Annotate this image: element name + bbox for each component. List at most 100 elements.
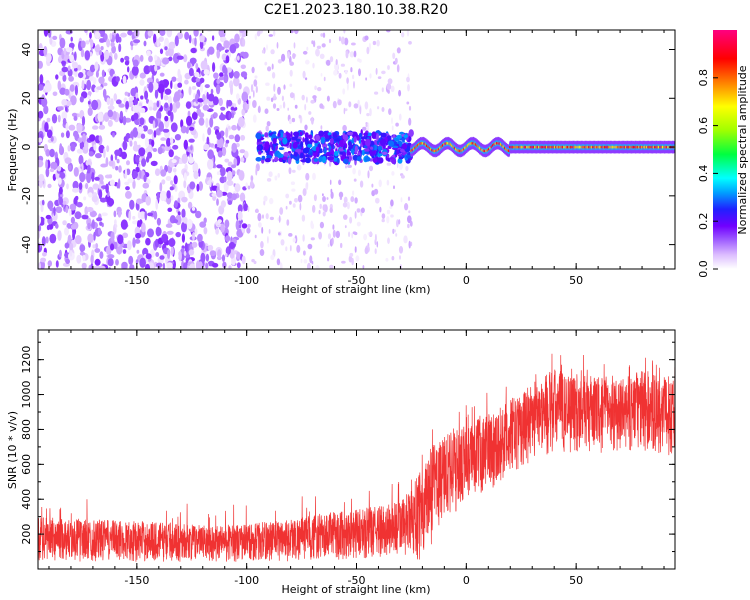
spectrogram-cell (174, 35, 179, 47)
spectrogram-cell (97, 227, 102, 236)
spectrogram-cell (233, 103, 237, 108)
spectrogram-cell (225, 139, 230, 144)
spectrogram-cell (303, 259, 308, 264)
spectrogram-cell (381, 151, 388, 155)
spectrogram-cell (360, 139, 365, 144)
spectrogram-cell (55, 260, 59, 268)
spectrogram-cell (139, 117, 145, 126)
spectrogram-cell (142, 182, 150, 189)
spectrogram-cell (127, 30, 133, 36)
spectrogram-cell (85, 182, 89, 190)
spectrogram-cell (226, 180, 234, 186)
spectrogram-cell (92, 244, 96, 249)
spectrogram-cell (135, 259, 139, 265)
spectrogram-cell (73, 51, 77, 61)
spectrogram-cell (224, 142, 228, 148)
spectrogram-cell (312, 172, 316, 181)
spectrogram-cell (231, 164, 237, 169)
spectrogram-cell (325, 59, 331, 66)
spectrogram-cell (388, 140, 395, 147)
spectrogram-cell (213, 72, 219, 79)
spectrogram-cell (209, 117, 214, 128)
spectrogram-cell (150, 160, 158, 167)
spectrogram-cell (144, 137, 149, 148)
spectrogram-cell (181, 196, 188, 203)
spectrogram-cell (195, 210, 202, 219)
spectrogram-cell (205, 253, 210, 262)
spectrogram-cell (69, 84, 75, 92)
spectrogram-cell (106, 38, 111, 48)
spectrogram-cell (72, 230, 76, 240)
spectrogram-cell (49, 148, 55, 158)
spectrogram-cell (184, 72, 191, 80)
spectrogram-cell (174, 200, 178, 208)
spectrogram-cell (221, 146, 227, 157)
spectrogram-cell (253, 90, 255, 98)
spectrogram-cell (98, 49, 102, 56)
spectrogram-cell (42, 252, 47, 257)
x-tick-label: -150 (124, 274, 149, 287)
spectrogram-cell (191, 241, 198, 248)
spectrogram-cell (69, 249, 73, 257)
spectrogram-cell (315, 265, 320, 269)
spectrogram-cell (172, 144, 179, 150)
spectrogram-cell (113, 210, 117, 218)
spectrogram-cell (110, 231, 115, 242)
spectrogram-cell (91, 195, 98, 203)
spectrogram-cell (282, 101, 286, 109)
spectrogram-cell (236, 93, 240, 100)
spectrogram-cell (299, 202, 302, 211)
spectrogram-cell (340, 242, 343, 249)
spectrogram-cell (391, 158, 397, 165)
spectrogram-cell (356, 208, 361, 213)
spectrogram-cell (365, 124, 368, 127)
spectrogram-cell (124, 190, 132, 199)
spectrogram-cell (399, 113, 402, 121)
spectrogram-cell (190, 47, 197, 54)
spectrogram-cell (184, 31, 190, 40)
spectrogram-cell (99, 251, 104, 259)
spectrogram-cell (231, 142, 237, 153)
spectrogram-cell (164, 145, 172, 152)
spectrogram-cell (89, 32, 92, 39)
spectrogram-cell (274, 156, 279, 162)
spectrogram-cell (247, 223, 251, 228)
spectrogram-cell (161, 179, 166, 185)
spectrogram-cell (300, 141, 304, 148)
spectrogram-cell (95, 153, 102, 159)
spectrogram-cell (70, 224, 77, 230)
colorbar-tick-label: 0.2 (697, 212, 710, 230)
spectrogram-cell (276, 258, 281, 266)
spectrogram-cell (364, 138, 371, 147)
spectrogram-cell (220, 200, 226, 208)
spectrogram-cell (315, 134, 321, 142)
spectrogram-cell (191, 206, 196, 211)
spectrogram-cell (44, 122, 49, 133)
spectrogram-cell (344, 108, 348, 112)
spectrogram-cell (128, 96, 135, 101)
spectrogram-cell (184, 79, 189, 85)
spectrogram-cell (267, 236, 269, 244)
spectrogram-cell (199, 35, 205, 43)
spectrogram-cell (177, 68, 181, 79)
spectrogram-cell (203, 217, 207, 224)
spectrogram-cell (142, 125, 148, 132)
spectrogram-cell (322, 211, 326, 217)
spectrogram-cell (141, 158, 147, 167)
spectrogram-cell (282, 156, 288, 161)
spectrogram-cell (291, 136, 297, 141)
spectrogram-cell (352, 74, 355, 80)
spectrogram-cell (65, 122, 69, 131)
spectrogram-cell (238, 83, 242, 90)
spectrogram-cell (129, 140, 133, 147)
spectrogram-cell (197, 233, 203, 243)
snr-marks (38, 353, 675, 562)
spectrogram-cell (121, 261, 128, 269)
spectrogram-cell (356, 221, 361, 227)
spectrogram-cell (255, 85, 258, 93)
spectrogram-cell (153, 33, 157, 45)
spectrogram-cell (377, 145, 383, 151)
spectrogram-cell (43, 30, 49, 37)
spectrogram-cell (64, 157, 72, 165)
spectrogram-cell (209, 176, 212, 188)
